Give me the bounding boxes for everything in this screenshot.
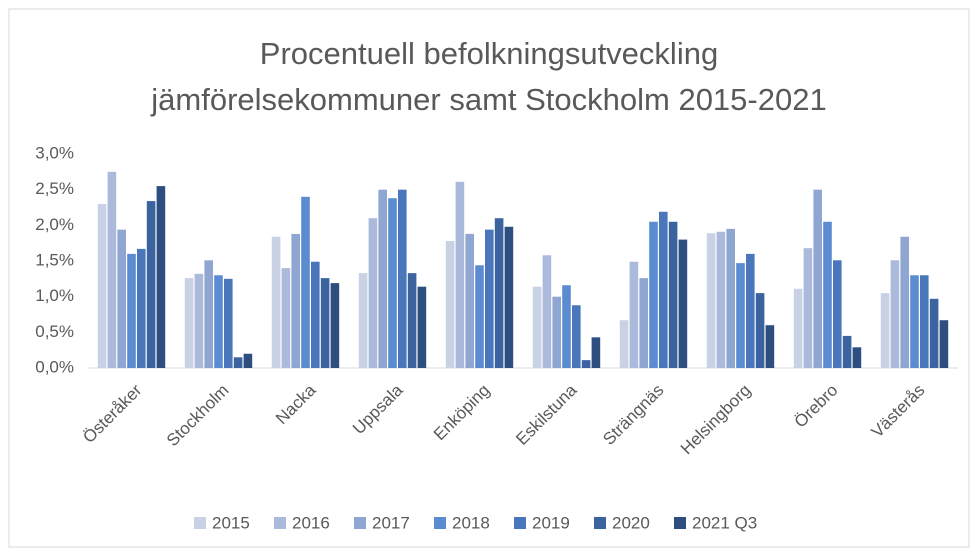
bar <box>803 248 813 368</box>
bar <box>117 229 126 368</box>
bar <box>388 198 397 368</box>
bar <box>629 261 639 368</box>
bar <box>880 293 890 368</box>
bar <box>184 278 194 368</box>
bar <box>417 286 427 368</box>
y-tick-label: 0,5% <box>35 322 74 341</box>
bar <box>581 360 591 368</box>
bar <box>311 261 320 368</box>
bar <box>678 239 688 368</box>
bar <box>465 233 474 368</box>
legend-swatch <box>434 517 446 529</box>
bar <box>591 337 601 368</box>
bar <box>939 320 949 368</box>
chart-title: Procentuell befolkningsutveckling <box>260 36 718 71</box>
bar <box>97 203 107 368</box>
y-tick-label: 2,0% <box>35 215 74 234</box>
legend-swatch <box>194 517 206 529</box>
bar <box>736 263 745 368</box>
legend-label: 2015 <box>212 513 250 532</box>
bar <box>137 248 146 368</box>
bar <box>542 255 552 368</box>
chart-title: jämförelsekommuner samt Stockholm 2015-2… <box>150 82 826 117</box>
bar <box>765 325 775 368</box>
bar <box>243 353 253 368</box>
legend-label: 2018 <box>452 513 490 532</box>
bar <box>929 298 939 368</box>
legend-label: 2021 Q3 <box>692 513 757 532</box>
bar <box>271 236 281 368</box>
bar <box>890 260 900 368</box>
bar <box>233 357 243 368</box>
bar <box>156 186 166 368</box>
y-tick-label: 3,0% <box>35 143 74 162</box>
bar <box>793 288 803 368</box>
bar <box>726 228 735 368</box>
y-tick-label: 2,5% <box>35 179 74 198</box>
bar <box>320 278 330 368</box>
bar <box>204 260 213 368</box>
bar <box>368 218 378 368</box>
bar <box>572 305 581 368</box>
bar <box>330 283 340 368</box>
legend-swatch <box>514 517 526 529</box>
legend-label: 2016 <box>292 513 330 532</box>
bar <box>504 226 514 368</box>
bar <box>107 171 117 368</box>
bar <box>746 253 755 368</box>
bar <box>900 236 909 368</box>
bar <box>407 273 417 368</box>
bar <box>475 265 484 368</box>
bar <box>494 218 504 368</box>
bar <box>358 273 368 368</box>
bar <box>910 275 919 368</box>
bar <box>532 286 542 368</box>
bar <box>668 221 678 368</box>
bar <box>445 241 455 368</box>
y-tick-label: 0,0% <box>35 357 74 376</box>
y-tick-label: 1,0% <box>35 286 74 305</box>
bar <box>639 278 648 368</box>
bar <box>706 233 716 368</box>
legend-swatch <box>674 517 686 529</box>
bar <box>281 268 291 368</box>
legend-swatch <box>354 517 366 529</box>
bar <box>842 335 852 368</box>
bar <box>852 347 862 368</box>
bar <box>291 233 300 368</box>
bar <box>619 320 629 368</box>
bar <box>194 273 204 368</box>
legend-label: 2017 <box>372 513 410 532</box>
bar <box>455 181 465 368</box>
bar <box>716 231 726 368</box>
bar <box>378 189 387 368</box>
bar <box>146 201 156 368</box>
bar <box>649 221 658 368</box>
bar <box>813 189 822 368</box>
bar <box>920 275 929 368</box>
bar <box>659 211 668 368</box>
bar <box>755 293 765 368</box>
bar <box>127 253 136 368</box>
bar <box>552 296 561 368</box>
bar <box>833 260 842 368</box>
bar <box>485 229 494 368</box>
bar <box>214 275 223 368</box>
y-tick-label: 1,5% <box>35 250 74 269</box>
bar <box>301 196 310 368</box>
bar <box>224 278 233 368</box>
bar <box>823 221 832 368</box>
legend-swatch <box>274 517 286 529</box>
legend-label: 2020 <box>612 513 650 532</box>
bar <box>562 285 571 368</box>
legend-swatch <box>594 517 606 529</box>
legend-label: 2019 <box>532 513 570 532</box>
bar <box>398 189 407 368</box>
